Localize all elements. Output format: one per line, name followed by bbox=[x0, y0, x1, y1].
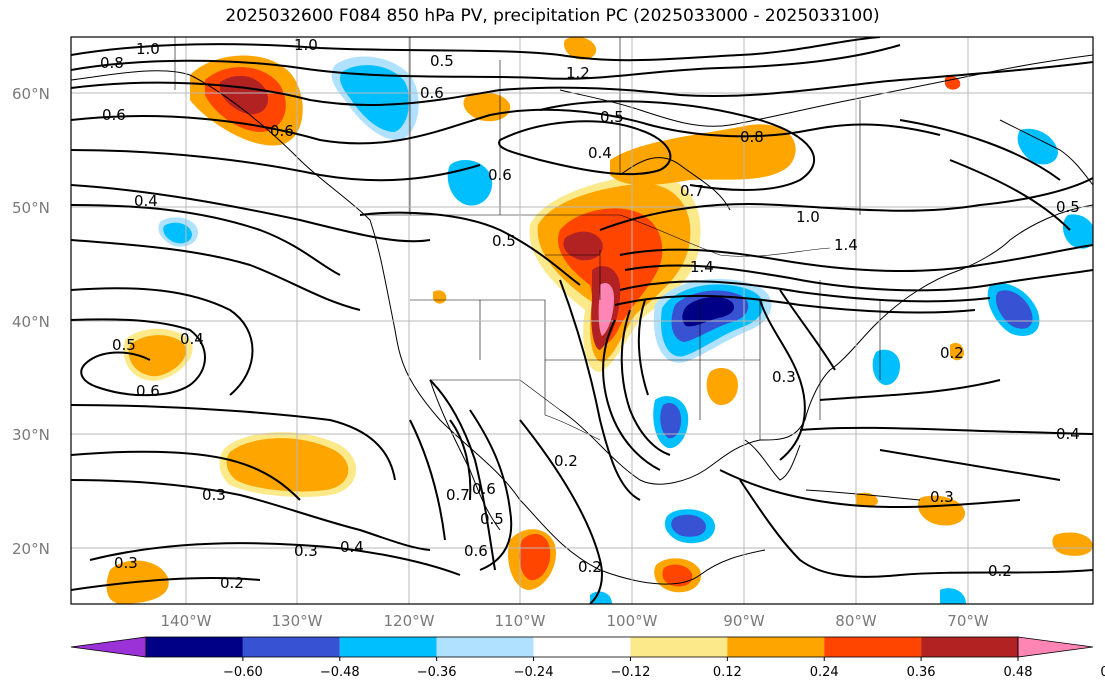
contour-label: 0.3 bbox=[114, 554, 138, 572]
contour-label: 0.5 bbox=[430, 52, 454, 70]
lat-label: 20°N bbox=[12, 540, 50, 558]
contour-label: 0.6 bbox=[464, 542, 488, 560]
lat-label: 50°N bbox=[12, 199, 50, 217]
contour-label: 0.2 bbox=[988, 562, 1012, 580]
colorbar-extend-high bbox=[1017, 636, 1094, 658]
contour-label: 0.2 bbox=[554, 452, 578, 470]
contour-labels: 1.0 1.0 0.8 0.5 1.2 0.6 0.6 0.5 0.4 0.8 … bbox=[100, 36, 1080, 592]
contour-label: 1.4 bbox=[834, 236, 858, 254]
colorbar-frame bbox=[145, 636, 1019, 658]
lat-label: 40°N bbox=[12, 313, 50, 331]
lat-label: 60°N bbox=[12, 85, 50, 103]
figure-title: 2025032600 F084 850 hPa PV, precipitatio… bbox=[225, 6, 880, 26]
lat-label: 30°N bbox=[12, 426, 50, 444]
lon-label: 90°W bbox=[723, 612, 765, 630]
latitude-labels: 60°N 50°N 40°N 30°N 20°N bbox=[12, 85, 50, 558]
contour-label: 0.7 bbox=[680, 182, 704, 200]
contour-label: 0.3 bbox=[930, 488, 954, 506]
map-frame bbox=[70, 36, 1094, 605]
contour-label: 0.2 bbox=[578, 558, 602, 576]
contour-label: 1.0 bbox=[796, 208, 820, 226]
contour-label: 0.4 bbox=[134, 192, 158, 210]
contour-label: 0.8 bbox=[100, 54, 124, 72]
lon-label: 70°W bbox=[947, 612, 989, 630]
colorbar-extend-low bbox=[70, 636, 147, 658]
contour-label: 0.6 bbox=[136, 382, 160, 400]
colorbar-segment bbox=[242, 637, 340, 657]
contour-label: 0.6 bbox=[472, 480, 496, 498]
colorbar-tick-label: −0.24 bbox=[514, 665, 554, 680]
colorbar-segment bbox=[630, 637, 728, 657]
colorbar-segment bbox=[824, 637, 922, 657]
colorbar-segment bbox=[436, 637, 534, 657]
colorbar: −0.60 −0.48 −0.36 −0.24 −0.12 0.12 0.24 0.36 0.4… bbox=[70, 636, 1105, 680]
contour-label: 0.6 bbox=[270, 122, 294, 140]
colorbar-tick-label: 0.12 bbox=[713, 665, 742, 680]
colorbar-segment bbox=[921, 637, 1018, 657]
contour-label: 0.2 bbox=[220, 574, 244, 592]
colorbar-segment bbox=[339, 637, 437, 657]
contour-label: 0.8 bbox=[740, 128, 764, 146]
contour-label: 1.2 bbox=[566, 64, 590, 82]
contour-label: 0.4 bbox=[588, 144, 612, 162]
colorbar-tick-label: 0.48 bbox=[1004, 665, 1033, 680]
contour-label: 0.5 bbox=[492, 232, 516, 250]
colorbar-tick-label: −0.36 bbox=[417, 665, 457, 680]
contour-label: 0.4 bbox=[340, 538, 364, 556]
lon-label: 110°W bbox=[495, 612, 546, 630]
lon-label: 140°W bbox=[161, 612, 212, 630]
colorbar-segment bbox=[146, 637, 243, 657]
colorbar-tick-label: −0.60 bbox=[223, 665, 263, 680]
lon-label: 100°W bbox=[607, 612, 658, 630]
contour-label: 0.4 bbox=[1056, 425, 1080, 443]
contour-label: 0.6 bbox=[488, 166, 512, 184]
colorbar-tick-label: −0.48 bbox=[320, 665, 360, 680]
lon-label: 120°W bbox=[384, 612, 435, 630]
contour-label: 0.5 bbox=[1056, 198, 1080, 216]
lon-label: 80°W bbox=[835, 612, 877, 630]
lon-label: 130°W bbox=[272, 612, 323, 630]
contour-label: 0.7 bbox=[446, 486, 470, 504]
contour-label: 0.5 bbox=[600, 108, 624, 126]
graticule bbox=[71, 37, 1093, 604]
contour-label: 1.4 bbox=[690, 258, 714, 276]
colorbar-segment bbox=[533, 637, 631, 657]
contour-label: 0.3 bbox=[202, 486, 226, 504]
precip-shading bbox=[106, 37, 1093, 604]
colorbar-tick-label: 0.60 bbox=[1100, 665, 1105, 680]
colorbar-segment bbox=[727, 637, 825, 657]
longitude-labels: 140°W 130°W 120°W 110°W 100°W 90°W 80°W … bbox=[161, 612, 989, 630]
coastlines bbox=[71, 54, 1093, 585]
contour-label: 0.6 bbox=[102, 106, 126, 124]
colorbar-tick-label: −0.12 bbox=[611, 665, 651, 680]
colorbar-tick-label: 0.36 bbox=[907, 665, 936, 680]
pv-contours bbox=[71, 37, 1093, 604]
contour-label: 1.0 bbox=[294, 36, 318, 54]
contour-label: 1.0 bbox=[136, 40, 160, 58]
contour-label: 0.4 bbox=[180, 330, 204, 348]
contour-label: 0.5 bbox=[112, 336, 136, 354]
contour-label: 0.6 bbox=[420, 84, 444, 102]
colorbar-tick-label: 0.24 bbox=[810, 665, 839, 680]
contour-label: 0.3 bbox=[772, 368, 796, 386]
contour-label: 0.2 bbox=[940, 344, 964, 362]
contour-label: 0.3 bbox=[294, 542, 318, 560]
contour-label: 0.5 bbox=[480, 510, 504, 528]
